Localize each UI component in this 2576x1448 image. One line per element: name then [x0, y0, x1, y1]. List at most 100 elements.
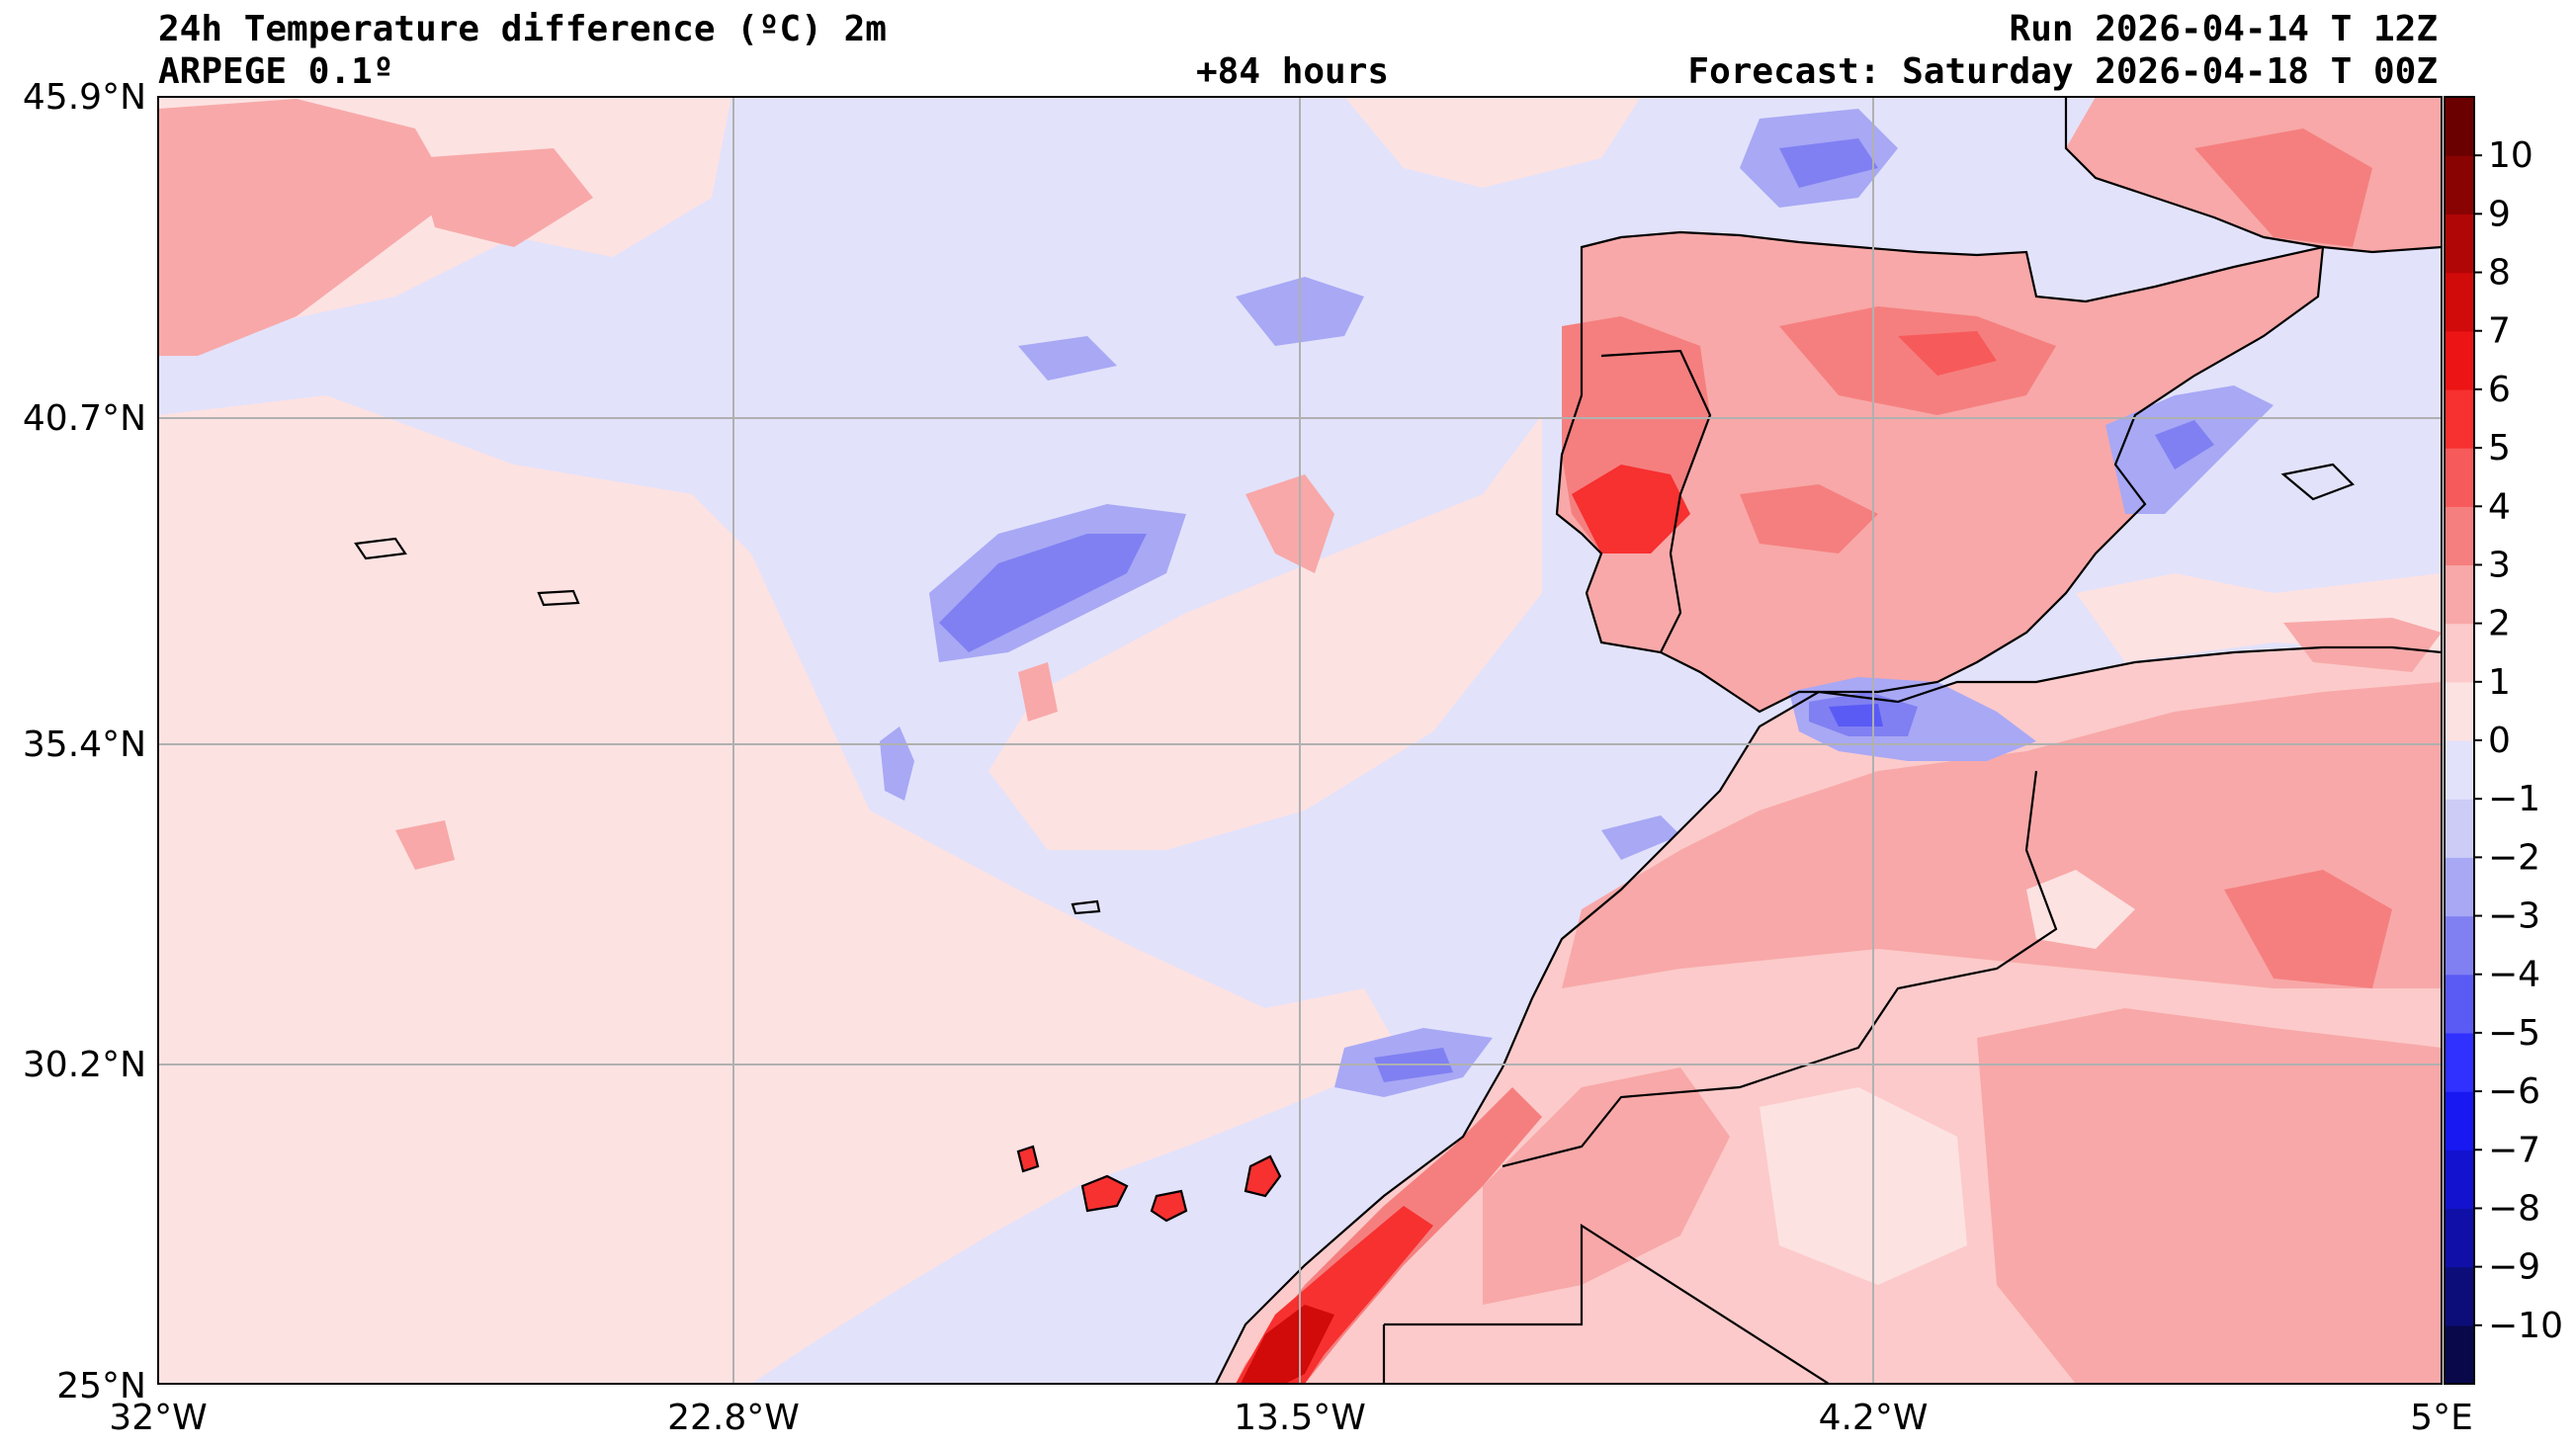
land-warm-zone	[1483, 1067, 1730, 1305]
ocean-warm-zone	[158, 395, 1404, 1384]
lat-label: 45.9°N	[23, 77, 146, 118]
gridlines	[158, 97, 2442, 1384]
colorbar-tick-label: −1	[2488, 779, 2540, 819]
colorbar-tick-label: −9	[2488, 1247, 2540, 1288]
morocco-border	[1502, 770, 2058, 1168]
map-title: 24h Temperature difference (ºC) 2m	[158, 9, 887, 49]
colorbar-segment	[2445, 1091, 2474, 1150]
land-warm-zone	[1977, 1008, 2442, 1384]
canary-warm-spot	[1082, 1176, 1127, 1211]
land-warm-zone	[1241, 1305, 1334, 1384]
europe-warm-zone	[2194, 128, 2372, 247]
lon-label: 5°E	[2410, 1398, 2473, 1438]
colorbar-tick-label: −2	[2488, 837, 2540, 878]
colorbar-segment	[2445, 915, 2474, 976]
colorbar-tick-label: −7	[2488, 1130, 2540, 1170]
colorbar-segment	[2445, 1324, 2474, 1385]
iberia-warm-zone	[1779, 306, 2056, 415]
plot-frame	[157, 96, 2443, 1385]
warm-cell	[415, 148, 593, 247]
colorbar-tick-label: −5	[2488, 1013, 2540, 1054]
island-outline	[1080, 1174, 1129, 1213]
colorbar-tick-label: −10	[2488, 1306, 2563, 1346]
lat-label: 40.7°N	[23, 398, 146, 439]
colorbar-segment	[2445, 799, 2474, 858]
island-outline	[1071, 899, 1101, 915]
iberia-warm-zone	[1572, 465, 1690, 554]
lat-label: 30.2°N	[23, 1045, 146, 1085]
ocean-warm-spot	[1018, 662, 1058, 722]
canary-warm-spot	[1018, 1147, 1038, 1171]
colorbar	[2445, 97, 2474, 1385]
lon-label: 13.5°W	[1234, 1398, 1366, 1438]
island-outline	[354, 537, 407, 560]
lon-label: 22.8°W	[667, 1398, 800, 1438]
island-outline	[2280, 463, 2355, 501]
cold-cell	[1779, 138, 1878, 188]
lon-label: 4.2°W	[1819, 1398, 1929, 1438]
lon-label: 32°W	[109, 1398, 207, 1438]
land-cool-zone	[1760, 1087, 1967, 1285]
colorbar-segment	[2445, 1208, 2474, 1268]
colorbar-segment	[2445, 1150, 2474, 1210]
iberia-coastline	[1555, 230, 2325, 714]
warm-cell	[158, 99, 455, 356]
colorbar-segment	[2445, 506, 2474, 566]
ocean-warm-spot	[395, 820, 455, 870]
colorbar-segment	[2445, 740, 2474, 800]
iberia-warm-zone	[1740, 484, 1878, 554]
colorbar-tick-label: −4	[2488, 955, 2540, 995]
land-cool-zone	[2026, 870, 2135, 949]
island-outline	[1016, 1145, 1040, 1173]
island-outline	[1244, 1154, 1282, 1198]
model-label: ARPEGE 0.1º	[158, 51, 394, 92]
colorbar-segment	[2445, 155, 2474, 214]
ocean-warm-spot	[1245, 474, 1334, 573]
island-outline	[1150, 1189, 1188, 1223]
land-warm-zone	[1562, 682, 2442, 988]
colorbar-tick-label: −6	[2488, 1071, 2540, 1112]
colorbar-tick-label: 0	[2488, 721, 2511, 761]
gibraltar-cold-cell	[1829, 704, 1883, 726]
colorbar-segment	[2445, 681, 2474, 741]
colorbar-tick-label: 9	[2488, 194, 2511, 234]
iberia-warm-field	[1557, 232, 2323, 712]
lat-label: 25°N	[56, 1366, 146, 1406]
island-outline	[537, 589, 580, 607]
colorbar-segment	[2445, 448, 2474, 507]
ocean-warm-zone	[988, 415, 1542, 850]
ocean-warm-zone	[1344, 97, 1641, 188]
colorbar-segment	[2445, 623, 2474, 683]
colorbar-tick-label: −3	[2488, 896, 2540, 937]
lead-time-label: +84 hours	[1196, 51, 1390, 92]
cold-cell	[939, 534, 1147, 652]
land-warm-zone	[2224, 870, 2392, 988]
iberia-warm-zone	[1898, 331, 1997, 376]
colorbar-tick-label: −8	[2488, 1188, 2540, 1229]
colorbar-segment	[2445, 388, 2474, 449]
colorbar-segment	[2445, 213, 2474, 274]
colorbar-segment	[2445, 330, 2474, 390]
colorbar-tick-label: 7	[2488, 311, 2511, 352]
cold-cell	[1018, 336, 1117, 381]
med-cold-cell	[2155, 420, 2214, 469]
cold-cell	[1601, 815, 1680, 860]
colorbar-segment	[2445, 97, 2474, 156]
colorbar-tick-label: 6	[2488, 370, 2511, 410]
colorbar-segment	[2445, 1032, 2474, 1092]
africa-coastline	[1215, 645, 2442, 1384]
colorbar-tick-label: 1	[2488, 662, 2511, 703]
canary-warm-spot	[1152, 1191, 1186, 1221]
colorbar-tick-label: 3	[2488, 545, 2511, 585]
colorbar-segment	[2445, 1266, 2474, 1326]
lat-label: 35.4°N	[23, 724, 146, 765]
colorbar-tick-label: 10	[2488, 135, 2533, 176]
western-sahara-border	[1384, 1223, 1830, 1384]
colorbar-segment	[2445, 564, 2474, 625]
coastlines	[354, 97, 2442, 1384]
med-warm-field	[2283, 618, 2442, 672]
colorbar-tick-label: 2	[2488, 604, 2511, 644]
france-coastline	[2064, 97, 2442, 254]
